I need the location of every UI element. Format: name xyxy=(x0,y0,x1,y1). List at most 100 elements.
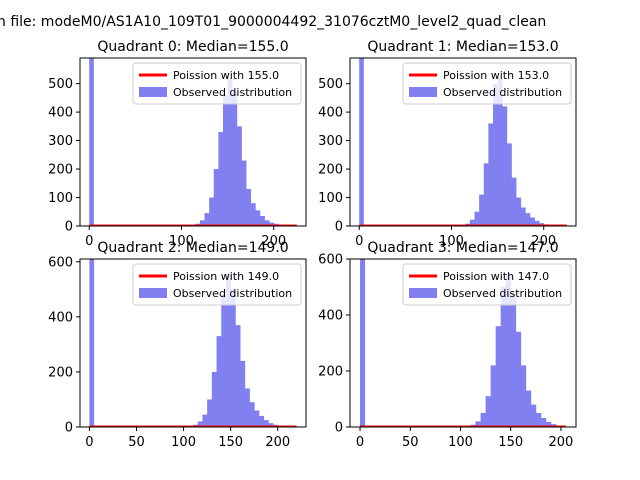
histogram-bar xyxy=(474,211,480,226)
y-tick-label: 200 xyxy=(48,163,73,178)
histogram-bar xyxy=(516,197,522,226)
histogram-bar xyxy=(255,210,261,226)
axes-frame xyxy=(349,258,577,428)
x-tick-label: 100 xyxy=(439,234,464,249)
legend-swatch-observed xyxy=(409,87,437,97)
y-tick-label: 0 xyxy=(65,421,73,436)
legend-label-observed: Observed distribution xyxy=(173,287,292,300)
x-tick-label: 100 xyxy=(448,435,473,450)
y-tick-label: 100 xyxy=(318,191,343,206)
legend-label-poisson: Poission with 149.0 xyxy=(173,270,279,283)
x-tick-label: 50 xyxy=(402,435,419,450)
histogram-bar xyxy=(469,219,475,226)
histogram-bar xyxy=(269,222,275,226)
subplot-title: Quadrant 3: Median=147.0 xyxy=(367,240,558,256)
plot-area xyxy=(358,58,568,226)
histogram-bar xyxy=(475,421,481,427)
legend-box xyxy=(132,62,302,105)
x-tick-label: 100 xyxy=(171,435,196,450)
histogram-bar xyxy=(488,123,494,226)
y-tick-label: 400 xyxy=(318,309,343,324)
histogram-bar xyxy=(530,404,537,427)
histogram-bar xyxy=(241,160,247,226)
histogram-bar xyxy=(479,194,485,226)
legend-label-poisson: Poission with 155.0 xyxy=(173,69,279,82)
legend-label-poisson: Poission with 153.0 xyxy=(443,69,549,82)
y-tick-label: 200 xyxy=(48,365,73,380)
histogram-bar xyxy=(225,272,232,427)
y-tick-label: 400 xyxy=(48,310,73,325)
y-tick-label: 400 xyxy=(318,106,343,121)
histogram-bar xyxy=(525,213,531,226)
x-tick-label: 200 xyxy=(261,234,286,249)
histogram-bar xyxy=(244,388,250,427)
x-tick-label: 0 xyxy=(355,234,363,249)
y-tick-label: 300 xyxy=(48,134,73,149)
histogram-bar xyxy=(211,371,217,427)
histogram-bar xyxy=(259,216,265,226)
subplot-title: Quadrant 1: Median=153.0 xyxy=(367,39,558,55)
histogram-bar-zero xyxy=(89,58,94,226)
histogram-bar xyxy=(264,220,270,226)
histogram-bar xyxy=(268,423,274,427)
plot-area xyxy=(88,259,298,427)
subplot-title: Quadrant 0: Median=155.0 xyxy=(97,39,288,55)
subplot-title: Quadrant 2: Median=149.0 xyxy=(97,240,288,256)
histogram-bar xyxy=(221,294,227,427)
x-tick-label: 100 xyxy=(169,234,194,249)
histogram-bar-zero xyxy=(89,259,95,427)
legend-box xyxy=(132,263,302,306)
histogram-bar xyxy=(520,207,526,226)
legend-label-observed: Observed distribution xyxy=(443,287,562,300)
x-tick-label: 0 xyxy=(85,435,93,450)
histogram-bar xyxy=(250,203,256,226)
x-tick-label: 200 xyxy=(549,435,574,450)
subplot-quadrant-3: 0 50 100 150 200 0 200 400 600 Quadrant 3: Median… xyxy=(318,240,577,450)
subplot-quadrant-1: 0 100 200 0 100 200 300 400 500 Quadrant 1: Media… xyxy=(318,39,577,249)
y-tick-label: 300 xyxy=(318,134,343,149)
x-tick-label: 0 xyxy=(356,435,364,450)
y-tick-label: 600 xyxy=(48,255,73,270)
histogram-bar xyxy=(222,95,228,226)
legend-swatch-observed xyxy=(139,288,167,298)
axes-frame xyxy=(349,57,577,227)
histogram-bar xyxy=(216,336,222,427)
histogram-bar xyxy=(483,163,489,226)
histogram-bar xyxy=(529,217,535,226)
y-tick-label: 400 xyxy=(48,106,73,121)
plot-area xyxy=(88,58,298,226)
histogram-bar xyxy=(232,92,238,226)
legend-label-observed: Observed distribution xyxy=(173,86,292,99)
histogram-bar xyxy=(545,421,552,427)
histogram-bar xyxy=(258,415,265,427)
histogram-bar xyxy=(497,77,503,226)
histogram-bar xyxy=(263,420,269,427)
histogram-bar-zero xyxy=(359,58,364,226)
histogram-bar xyxy=(525,390,532,427)
figure-title: n file: modeM0/AS1A10_109T01_9000004492_… xyxy=(0,14,546,30)
histogram-bar xyxy=(249,402,255,427)
histogram-bar xyxy=(218,132,224,226)
x-tick-label: 150 xyxy=(218,435,243,450)
histogram-bar xyxy=(490,365,497,427)
histogram-bar xyxy=(202,414,208,427)
histogram-bar-zero xyxy=(360,259,366,427)
y-tick-label: 0 xyxy=(335,421,343,436)
y-tick-label: 500 xyxy=(318,77,343,92)
histogram-bar xyxy=(534,220,540,226)
histogram-bar xyxy=(204,213,210,226)
histogram-bar xyxy=(540,418,547,427)
histogram-bar xyxy=(236,126,242,226)
x-tick-label: 50 xyxy=(128,435,145,450)
subplot-quadrant-0: 0 100 200 0 100 200 300 400 500 Quadrant 0: Media… xyxy=(48,39,307,249)
histogram-bar xyxy=(511,177,517,226)
axes-frame xyxy=(79,57,307,227)
histogram-bar xyxy=(199,220,205,226)
histogram-bar xyxy=(505,273,512,427)
histogram-bar xyxy=(246,188,252,226)
legend-swatch-observed xyxy=(409,288,437,298)
histogram-bar xyxy=(209,197,215,226)
histogram-bar xyxy=(515,331,522,427)
